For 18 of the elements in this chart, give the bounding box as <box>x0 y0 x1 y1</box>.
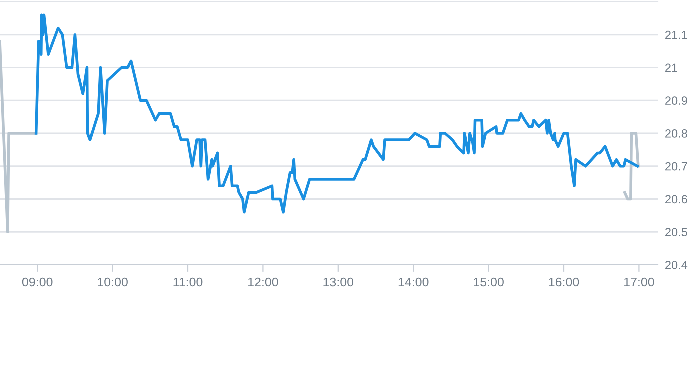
y-tick-label: 20.5 <box>666 228 688 237</box>
x-tick-label: 09:00 <box>22 278 53 287</box>
x-tick-label: 16:00 <box>549 278 580 287</box>
y-tick-label: 20.7 <box>666 162 688 171</box>
y-tick-label: 21.1 <box>666 30 688 40</box>
y-tick-label: 20.9 <box>666 96 688 106</box>
x-tick-label: 11:00 <box>174 278 203 287</box>
x-tick-label: 15:00 <box>474 278 504 287</box>
x-tick-label: 10:00 <box>98 278 128 287</box>
y-tick-label: 20.8 <box>666 130 688 138</box>
x-tick-label: 14:00 <box>398 278 429 287</box>
line-series <box>34 14 640 214</box>
x-tick-label: 12:00 <box>248 278 278 287</box>
y-tick-label: 20.4 <box>666 261 688 270</box>
y-tick-label: 20.6 <box>666 195 688 204</box>
x-tick-label: 17:00 <box>624 278 654 287</box>
y-tick-label: 21 <box>666 64 678 72</box>
x-tick-label: 13:00 <box>324 278 354 287</box>
